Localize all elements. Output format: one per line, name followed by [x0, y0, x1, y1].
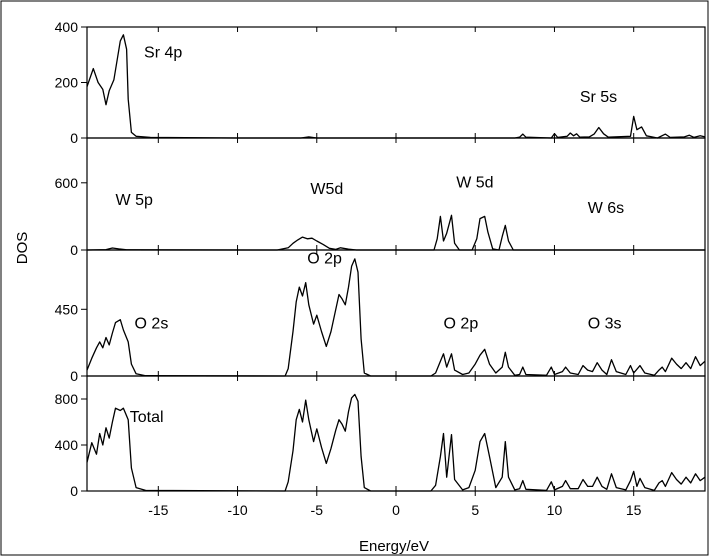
orbital-label: O 3s	[588, 316, 622, 333]
orbital-label: Total	[130, 409, 164, 426]
orbital-label: O 2p	[444, 316, 479, 333]
panel-w: 0 600 W 5p W5d W 5d W 6s	[55, 137, 706, 258]
panel-total: 0 400 800 -15 -10 -5 0 5 10 15 Total	[55, 375, 706, 518]
x-tick-label: 0	[392, 502, 400, 518]
panels-group: 0 200 400 Sr 4p Sr 5s 0 600 W 5p W5d W 5d W 6s 0 450…	[55, 19, 706, 518]
y-tick-label: 400	[55, 19, 79, 35]
orbital-label: O 2p	[307, 250, 342, 267]
panel-o: 0 450 O 2s O 2p O 2p O 3s	[55, 249, 706, 384]
orbital-label: Sr 4p	[144, 45, 182, 62]
y-tick-label: 600	[55, 175, 79, 191]
orbital-label: Sr 5s	[580, 89, 617, 106]
orbital-label: W 5d	[456, 174, 493, 191]
y-tick-label: 0	[70, 130, 78, 146]
y-tick-label: 400	[55, 437, 79, 453]
x-axis-label: Energy/eV	[359, 538, 429, 555]
orbital-label: W 5p	[116, 192, 153, 209]
y-tick-label: 800	[55, 391, 79, 407]
x-tick-label: -10	[227, 502, 247, 518]
dos-curve-o	[86, 258, 706, 377]
dos-curve-total	[86, 393, 706, 492]
y-tick-label: 0	[70, 242, 78, 258]
x-tick-label: -5	[311, 502, 324, 518]
orbital-label: W5d	[310, 181, 343, 198]
y-tick-label: 450	[55, 301, 79, 317]
x-tick-label: 5	[471, 502, 479, 518]
x-tick-label: -15	[148, 502, 168, 518]
y-tick-label: 0	[70, 368, 78, 384]
y-tick-label: 200	[55, 75, 79, 91]
orbital-label: W 6s	[588, 200, 624, 217]
dos-curve-sr	[86, 34, 706, 139]
orbital-label: O 2s	[135, 316, 169, 333]
x-tick-label: 10	[547, 502, 563, 518]
y-axis-label: DOS	[14, 232, 31, 265]
y-tick-label: 0	[70, 483, 78, 499]
x-tick-label: 15	[626, 502, 642, 518]
